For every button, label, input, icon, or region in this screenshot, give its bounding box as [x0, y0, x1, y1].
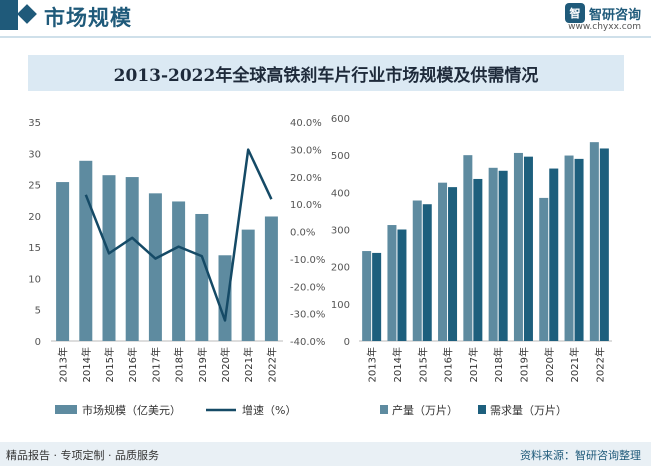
brand-logo-icon: 智: [564, 3, 585, 23]
x-tick-label-right: 2018年: [492, 347, 505, 382]
x-tick-label-left: 2019年: [196, 347, 209, 382]
x-tick-label-left: 2016年: [126, 347, 139, 382]
production-bar: [488, 167, 498, 341]
chart-title-box: 2013-2022年全球高铁刹车片行业市场规模及供需情况: [28, 55, 624, 91]
demand-bar: [473, 178, 483, 341]
y-tick-label-supply: 400: [331, 188, 350, 199]
section-title: 市场规模: [44, 6, 132, 30]
legend-label-production: 产量（万片）: [392, 403, 458, 417]
demand-bar: [549, 168, 559, 341]
production-bar: [463, 155, 473, 341]
header-bar: 市场规模 智 智研咨询 www.chyxx.com: [0, 0, 651, 34]
x-tick-label-left: 2015年: [103, 347, 116, 382]
x-tick-label-left: 2018年: [173, 347, 186, 382]
y-tick-label-right: 30.0%: [290, 145, 322, 156]
y-tick-label-supply: 0: [344, 337, 350, 348]
x-tick-label-right: 2015年: [416, 347, 429, 382]
x-tick-label-left: 2013年: [57, 347, 70, 382]
market-size-bar: [264, 216, 278, 341]
x-tick-label-right: 2022年: [593, 347, 606, 382]
y-tick-label-supply: 500: [331, 151, 350, 162]
y-tick-label-supply: 200: [331, 263, 350, 274]
market-size-bar: [79, 160, 93, 341]
demand-bar: [448, 187, 458, 341]
x-tick-label-right: 2013年: [366, 347, 379, 382]
demand-bar: [523, 156, 533, 341]
legend-label-growth: 增速（%）: [242, 403, 296, 417]
legend-swatch-production: [380, 405, 388, 414]
growth-rate-line: [84, 148, 273, 322]
legend-label-market-size: 市场规模（亿美元）: [82, 403, 181, 417]
market-size-bar: [102, 175, 116, 341]
demand-bar: [422, 204, 432, 341]
production-bar: [513, 152, 523, 341]
production-bar: [564, 155, 574, 341]
x-tick-label-left: 2021年: [242, 347, 255, 382]
header-accent: [0, 0, 18, 30]
footer: 精品报告 · 专项定制 · 品质服务 资料来源：智研咨询整理: [0, 442, 651, 466]
chart-title: 2013-2022年全球高铁刹车片行业市场规模及供需情况: [113, 65, 539, 86]
brand-name: 智研咨询: [588, 7, 641, 23]
demand-bar: [498, 170, 508, 341]
demand-bar: [372, 252, 382, 341]
x-tick-label-right: 2017年: [467, 347, 480, 382]
x-tick-label-right: 2020年: [543, 347, 556, 382]
brand-url: www.chyxx.com: [568, 22, 641, 32]
y-tick-label-right: -10.0%: [290, 255, 325, 266]
y-tick-label-left: 15: [28, 243, 41, 254]
y-tick-label-left: 30: [28, 149, 41, 160]
y-tick-label-left: 0: [35, 337, 41, 348]
brand: 智 智研咨询: [564, 3, 641, 23]
y-tick-label-right: -40.0%: [290, 337, 325, 348]
x-tick-label-left: 2020年: [219, 347, 232, 382]
demand-bar: [397, 229, 407, 341]
y-tick-label-right: 0.0%: [290, 228, 315, 239]
y-tick-label-right: -30.0%: [290, 310, 325, 321]
y-tick-label-right: 40.0%: [290, 118, 322, 129]
x-tick-label-right: 2014年: [391, 347, 404, 382]
market-size-bar: [56, 182, 70, 341]
footer-slogan: 精品报告 · 专项定制 · 品质服务: [6, 449, 159, 462]
market-size-bar: [241, 229, 255, 341]
production-bar: [589, 142, 599, 341]
y-tick-label-supply: 600: [331, 114, 350, 125]
y-tick-label-supply: 100: [331, 300, 350, 311]
production-bar: [362, 251, 372, 341]
y-tick-label-left: 35: [28, 118, 41, 129]
x-tick-label-right: 2021年: [568, 347, 581, 382]
legend-swatch-market-size: [55, 405, 77, 414]
x-tick-label-right: 2016年: [442, 347, 455, 382]
legend-swatch-demand: [478, 405, 486, 414]
y-tick-label-left: 5: [35, 306, 41, 317]
y-tick-label-left: 10: [28, 274, 41, 285]
footer-source: 资料来源：智研咨询整理: [520, 449, 641, 462]
x-tick-label-right: 2019年: [517, 347, 530, 382]
demand-bar: [599, 148, 609, 341]
y-tick-label-right: -20.0%: [290, 282, 325, 293]
header-divider: [0, 36, 651, 38]
demand-bar: [574, 158, 584, 341]
market-size-bar: [195, 213, 209, 341]
production-bar: [412, 200, 422, 341]
production-bar: [539, 197, 549, 341]
y-tick-label-right: 10.0%: [290, 200, 322, 211]
market-size-bar: [172, 201, 186, 341]
production-bar: [387, 225, 397, 341]
x-tick-label-left: 2017年: [149, 347, 162, 382]
market-size-bar: [218, 255, 232, 341]
x-tick-label-left: 2022年: [265, 347, 278, 382]
market-size-bar: [148, 193, 162, 341]
y-tick-label-left: 25: [28, 181, 41, 192]
legend-label-demand: 需求量（万片）: [490, 404, 567, 417]
market-size-bar: [125, 177, 139, 341]
y-tick-label-supply: 300: [331, 226, 350, 237]
y-tick-label-right: 20.0%: [290, 173, 322, 184]
x-tick-label-left: 2014年: [80, 347, 93, 382]
production-bar: [438, 182, 448, 341]
y-tick-label-left: 20: [28, 212, 41, 223]
